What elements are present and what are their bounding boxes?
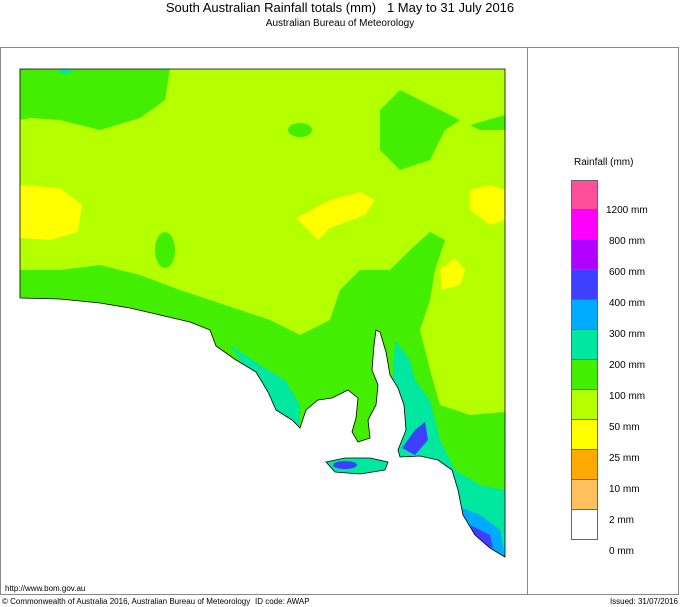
copyright-text: © Commonwealth of Australia 2016, Austra… bbox=[2, 597, 251, 606]
band-100-200-patch bbox=[155, 232, 175, 268]
band-400-600-fleurieu bbox=[402, 422, 428, 455]
legend-title: Rainfall (mm) bbox=[574, 157, 634, 168]
legend-label: 25 mm bbox=[609, 453, 640, 464]
band-25-50-central bbox=[296, 192, 375, 240]
legend-label: 2 mm bbox=[609, 515, 634, 526]
id-code: ID code: AWAP bbox=[255, 597, 310, 606]
legend-label: 50 mm bbox=[609, 422, 640, 433]
legend-swatch bbox=[571, 330, 598, 360]
legend-swatch bbox=[571, 210, 598, 240]
legend-swatch bbox=[571, 510, 598, 540]
band-25-50-east bbox=[470, 185, 505, 225]
band-200-300-southeast bbox=[390, 340, 505, 557]
legend-colorbar bbox=[571, 180, 598, 540]
legend-swatch bbox=[571, 240, 598, 270]
legend-label: 600 mm bbox=[609, 267, 646, 278]
band-200-300-patch bbox=[59, 69, 71, 74]
issued-date: Issued: 31/07/2016 bbox=[609, 597, 678, 606]
legend-swatch bbox=[571, 180, 598, 210]
legend-label: 100 mm bbox=[609, 391, 646, 402]
map-subtitle: Australian Bureau of Meteorology bbox=[265, 18, 415, 29]
legend-swatch bbox=[571, 420, 598, 450]
legend-label: 800 mm bbox=[609, 236, 646, 247]
legend-swatch bbox=[571, 480, 598, 510]
map-title: South Australian Rainfall totals (mm) 1 … bbox=[165, 0, 515, 15]
map-frame bbox=[0, 47, 679, 595]
band-100-200-patch bbox=[288, 123, 312, 137]
band-25-50-riverland bbox=[440, 258, 465, 290]
legend-swatch bbox=[571, 270, 598, 300]
legend-label: 300 mm bbox=[609, 329, 646, 340]
legend-label: 10 mm bbox=[609, 484, 640, 495]
legend-swatch bbox=[571, 450, 598, 480]
band-400-600-southeast bbox=[470, 525, 493, 548]
legend-label: 0 mm bbox=[609, 546, 634, 557]
band-100-200-northwest bbox=[20, 69, 170, 130]
legend-swatch bbox=[571, 390, 598, 420]
legend-divider bbox=[527, 47, 528, 595]
legend-label: 200 mm bbox=[609, 360, 646, 371]
band-25-50-west bbox=[20, 185, 82, 240]
band-100-200-north bbox=[20, 69, 505, 170]
coastline bbox=[19, 68, 506, 558]
legend-swatch bbox=[571, 300, 598, 330]
legend-label: 1200 mm bbox=[606, 205, 648, 216]
kangaroo-island bbox=[325, 457, 389, 475]
land-rainfall bbox=[20, 69, 505, 557]
legend-swatch bbox=[571, 360, 598, 390]
legend-label: 400 mm bbox=[609, 298, 646, 309]
source-url[interactable]: http://www.bom.gov.au bbox=[5, 584, 86, 593]
